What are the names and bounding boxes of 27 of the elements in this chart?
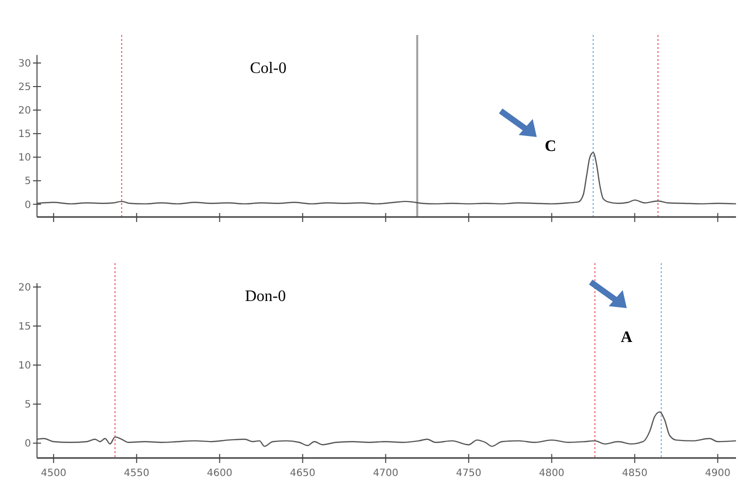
x-tick-label: 4600 [206, 468, 232, 479]
y-tick-label: 10 [18, 360, 31, 372]
y-tick-label: 15 [18, 322, 31, 333]
x-tick-label: 4750 [456, 468, 482, 479]
chart-title: Col-0 [250, 60, 286, 77]
y-tick-label: 15 [18, 129, 31, 140]
y-tick-label: 25 [18, 82, 31, 94]
y-tick-label: 5 [24, 176, 31, 188]
chart-title: Don-0 [245, 288, 286, 306]
x-tick-label: 4500 [40, 468, 66, 479]
x-tick-label: 4700 [372, 468, 398, 479]
annotation: A [620, 329, 633, 346]
y-tick-label: 0 [24, 438, 31, 450]
x-tick-label: 4550 [124, 468, 150, 479]
y-tick-label: 5 [24, 400, 31, 411]
x-tick-label: 4850 [622, 468, 648, 479]
x-tick-label: 4650 [290, 468, 316, 479]
annotation: C [544, 138, 556, 155]
line-series [36, 152, 737, 204]
y-tick-label: 20 [18, 106, 31, 117]
x-tick-label: 4900 [705, 468, 730, 479]
y-tick-label: 30 [18, 58, 31, 70]
x-tick-label: 4800 [538, 468, 564, 479]
line-series [36, 411, 737, 447]
y-tick-label: 10 [18, 152, 31, 164]
y-tick-label: 20 [18, 282, 31, 294]
y-tick-label: 0 [24, 200, 31, 211]
